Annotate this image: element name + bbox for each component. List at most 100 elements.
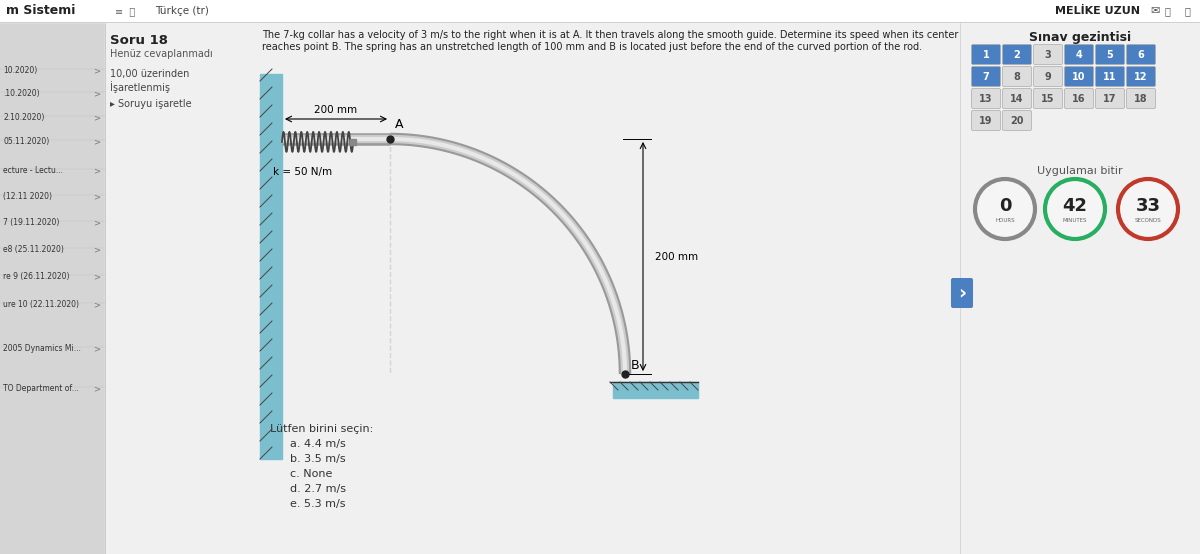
Text: 05.11.2020): 05.11.2020) (2, 137, 49, 146)
FancyBboxPatch shape (1096, 66, 1124, 86)
Text: ure 10 (22.11.2020): ure 10 (22.11.2020) (2, 300, 79, 309)
FancyBboxPatch shape (1033, 89, 1062, 109)
FancyBboxPatch shape (1002, 110, 1032, 131)
FancyBboxPatch shape (1127, 89, 1156, 109)
Text: ≡  ⬜: ≡ ⬜ (115, 6, 136, 16)
Text: b. 3.5 m/s: b. 3.5 m/s (290, 454, 346, 464)
Text: Uygulamaı bitir: Uygulamaı bitir (1037, 166, 1123, 176)
Text: Türkçe (tr): Türkçe (tr) (155, 6, 209, 16)
FancyBboxPatch shape (952, 278, 973, 308)
Text: >: > (94, 89, 100, 98)
Text: 17: 17 (1103, 94, 1117, 104)
Text: m Sistemi: m Sistemi (6, 4, 76, 18)
Text: 14: 14 (1010, 94, 1024, 104)
Text: 13: 13 (979, 94, 992, 104)
FancyBboxPatch shape (1033, 66, 1062, 86)
Text: >: > (94, 384, 100, 393)
Text: İşaretlenmiş: İşaretlenmiş (110, 81, 170, 93)
Text: Soru 18: Soru 18 (110, 34, 168, 47)
Text: 33: 33 (1135, 197, 1160, 215)
Text: ⬜: ⬜ (1186, 6, 1190, 16)
Text: 20: 20 (1010, 115, 1024, 126)
Text: >: > (94, 218, 100, 227)
Text: c. None: c. None (290, 469, 332, 479)
Text: Henüz cevaplanmadı: Henüz cevaplanmadı (110, 49, 212, 59)
Text: 2: 2 (1014, 49, 1020, 59)
FancyBboxPatch shape (972, 89, 1001, 109)
Text: 10: 10 (1073, 71, 1086, 81)
Text: 6: 6 (1138, 49, 1145, 59)
Text: 8: 8 (1014, 71, 1020, 81)
Text: ✉: ✉ (1150, 6, 1159, 16)
Text: Lütfen birini seçin:: Lütfen birini seçin: (270, 424, 373, 434)
Text: 5: 5 (1106, 49, 1114, 59)
FancyBboxPatch shape (1033, 44, 1062, 64)
Circle shape (1045, 179, 1105, 239)
FancyBboxPatch shape (1064, 44, 1093, 64)
Text: re 9 (26.11.2020): re 9 (26.11.2020) (2, 272, 70, 281)
FancyBboxPatch shape (1002, 66, 1032, 86)
Text: e8 (25.11.2020): e8 (25.11.2020) (2, 245, 64, 254)
Text: 200 mm: 200 mm (655, 252, 698, 261)
Text: 200 mm: 200 mm (314, 105, 358, 115)
Text: ▸ Soruyu işaretle: ▸ Soruyu işaretle (110, 99, 192, 109)
FancyBboxPatch shape (1064, 66, 1093, 86)
Text: 9: 9 (1045, 71, 1051, 81)
Text: The 7-kg collar has a velocity of 3 m/s to the right when it is at A. It then tr: The 7-kg collar has a velocity of 3 m/s … (262, 30, 959, 40)
Bar (260, 74, 282, 459)
FancyBboxPatch shape (972, 110, 1001, 131)
FancyBboxPatch shape (1064, 89, 1093, 109)
Text: 2005 Dynamics Mi...: 2005 Dynamics Mi... (2, 344, 80, 353)
Text: >: > (94, 192, 100, 201)
Bar (960, 22, 1200, 554)
Text: 0: 0 (998, 197, 1012, 215)
Text: B: B (631, 359, 640, 372)
Text: 1: 1 (983, 49, 989, 59)
Text: >: > (94, 137, 100, 146)
Text: reaches point B. The spring has an unstretched length of 100 mm and B is located: reaches point B. The spring has an unstr… (262, 42, 922, 52)
Text: >: > (94, 272, 100, 281)
Text: >: > (94, 245, 100, 254)
Text: a. 4.4 m/s: a. 4.4 m/s (290, 439, 346, 449)
Text: k = 50 N/m: k = 50 N/m (274, 167, 332, 177)
Text: 7 (19.11.2020): 7 (19.11.2020) (2, 218, 59, 227)
Text: >: > (94, 344, 100, 353)
FancyBboxPatch shape (1002, 89, 1032, 109)
Text: 19: 19 (979, 115, 992, 126)
Text: 15: 15 (1042, 94, 1055, 104)
Text: 12: 12 (1134, 71, 1147, 81)
Bar (613, 382, 698, 398)
Text: HOURS: HOURS (995, 218, 1015, 223)
Text: 4: 4 (1075, 49, 1082, 59)
Text: ›: › (958, 284, 966, 302)
Text: 7: 7 (983, 71, 989, 81)
Text: 11: 11 (1103, 71, 1117, 81)
Circle shape (1118, 179, 1178, 239)
Text: 18: 18 (1134, 94, 1148, 104)
Text: .10.2020): .10.2020) (2, 89, 40, 98)
Text: 10,00 üzerinden: 10,00 üzerinden (110, 69, 190, 79)
Text: e. 5.3 m/s: e. 5.3 m/s (290, 499, 346, 509)
Text: MINUTES: MINUTES (1063, 218, 1087, 223)
Bar (0, 22, 106, 554)
Text: SECONDS: SECONDS (1135, 218, 1162, 223)
Text: 3: 3 (1045, 49, 1051, 59)
Bar (106, 22, 960, 554)
FancyBboxPatch shape (1002, 44, 1032, 64)
Text: 🔔: 🔔 (1165, 6, 1171, 16)
Text: ecture - Lectu...: ecture - Lectu... (2, 166, 64, 175)
Text: Sınav gezintisi: Sınav gezintisi (1028, 31, 1132, 44)
FancyBboxPatch shape (1127, 66, 1156, 86)
Text: MELİKE UZUN: MELİKE UZUN (1055, 6, 1140, 16)
Bar (0, 0, 1200, 22)
Text: 42: 42 (1062, 197, 1087, 215)
Text: >: > (94, 113, 100, 122)
Text: >: > (94, 300, 100, 309)
Text: 16: 16 (1073, 94, 1086, 104)
FancyBboxPatch shape (1127, 44, 1156, 64)
Text: A: A (395, 118, 403, 131)
Text: TO Department of...: TO Department of... (2, 384, 79, 393)
Text: d. 2.7 m/s: d. 2.7 m/s (290, 484, 346, 494)
Text: 2.10.2020): 2.10.2020) (2, 113, 44, 122)
FancyBboxPatch shape (1096, 44, 1124, 64)
